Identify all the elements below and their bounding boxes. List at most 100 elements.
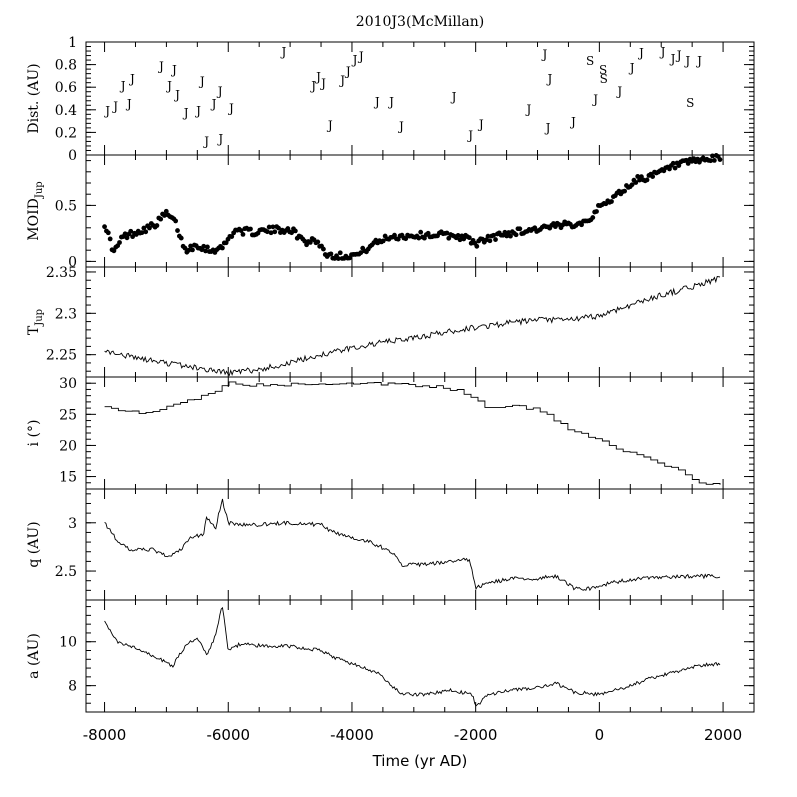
series-line-incl [104,381,721,485]
moid-point [122,231,128,237]
encounter-marker: J [450,90,457,104]
moid-point [201,243,207,249]
moid-point [644,177,650,183]
moid-point [107,236,113,242]
encounter-marker: S [599,63,607,77]
moid-point [483,237,489,243]
y-axis-label-sub-moid: Jup [34,181,45,199]
moid-point [162,213,167,218]
moid-point [173,218,179,224]
encounter-marker: J [280,45,287,59]
encounter-marker: J [637,46,644,60]
ytick-label-dist: 0.8 [55,58,77,74]
encounter-marker: J [125,97,132,111]
encounter-marker: J [216,132,223,146]
moid-point [629,182,635,188]
moid-point [264,229,270,235]
moid-point [186,247,192,253]
encounter-marker: J [309,79,316,93]
encounter-marker: J [569,115,576,129]
moid-point [223,240,229,246]
moid-point [670,160,676,166]
moid-point [650,174,656,179]
moid-point [717,157,723,162]
panel-q: 2.5 3 q (AU) [26,488,755,601]
ytick-label-dist: 0 [68,148,77,164]
moid-point [474,243,480,249]
moid-point [457,237,463,243]
panel-frame-q [85,488,755,601]
moid-point [220,245,225,251]
moid-point [205,244,210,250]
moid-point [321,246,326,252]
moid-point [248,226,253,232]
moid-point [517,226,523,232]
moid-point [392,232,397,238]
encounter-marker: J [198,74,205,88]
moid-point [513,232,519,238]
encounter-marker: S [586,54,594,68]
ytick-label-moid: 0 [68,254,77,270]
x-axis: -8000 -6000 -4000 -2000 0 2000 [83,726,742,744]
moid-point [175,228,180,233]
ytick-label-a: 8 [68,679,77,695]
moid-point [422,235,427,241]
y-axis-label-a: a (AU) [26,633,42,679]
xtick-label: -6000 [206,726,250,744]
ytick-label-tjup: 2.25 [46,348,77,364]
moid-point [594,209,599,214]
moid-point [708,158,714,164]
ytick-label-moid: 0.5 [55,198,77,214]
encounter-marker: J [477,117,484,131]
moid-point [163,208,169,214]
moid-point [238,228,244,234]
ytick-label-dist: 0.2 [55,125,77,141]
ytick-label-incl: 25 [59,407,77,423]
encounter-marker: J [615,85,622,99]
encounter-marker: J [544,121,551,135]
moid-point [315,239,321,245]
encounter-marker: J [669,52,676,66]
moid-point [491,232,497,238]
moid-point [635,174,641,179]
encounter-marker: S [600,72,608,86]
moid-point [124,235,130,241]
ytick-label-q: 3 [68,516,77,532]
moid-point [335,256,341,262]
encounter-marker: J [119,79,126,93]
encounter-marker: J [227,102,234,116]
moid-point [487,238,493,244]
ytick-label-incl: 20 [59,438,77,454]
moid-point [229,234,235,239]
encounter-marker: J [344,64,351,78]
x-axis-label: Time (yr AD) [372,752,468,770]
encounter-marker: J [182,106,189,120]
moid-point [154,223,160,228]
moid-point [111,248,117,254]
moid-point [102,224,107,230]
moid-point [240,231,246,237]
moid-point [266,224,272,230]
encounter-marker: J [373,95,380,109]
moid-point [425,230,431,236]
xtick-label: -2000 [454,726,498,744]
moid-point [307,239,313,245]
ytick-label-dist: 0.6 [55,80,77,96]
encounter-marker: J [357,50,364,64]
ytick-label-incl: 15 [59,470,77,486]
moid-point [532,225,538,231]
encounter-marker: J [591,93,598,107]
encounter-marker: J [545,72,552,86]
xtick-label: -8000 [83,726,127,744]
moid-point [276,225,281,231]
moid-point [147,225,152,231]
moid-point [672,165,678,171]
encounter-marker: J [202,134,209,148]
moid-point [178,235,184,241]
moid-point [292,228,298,234]
moid-point [302,238,308,244]
moid-point [358,250,364,256]
